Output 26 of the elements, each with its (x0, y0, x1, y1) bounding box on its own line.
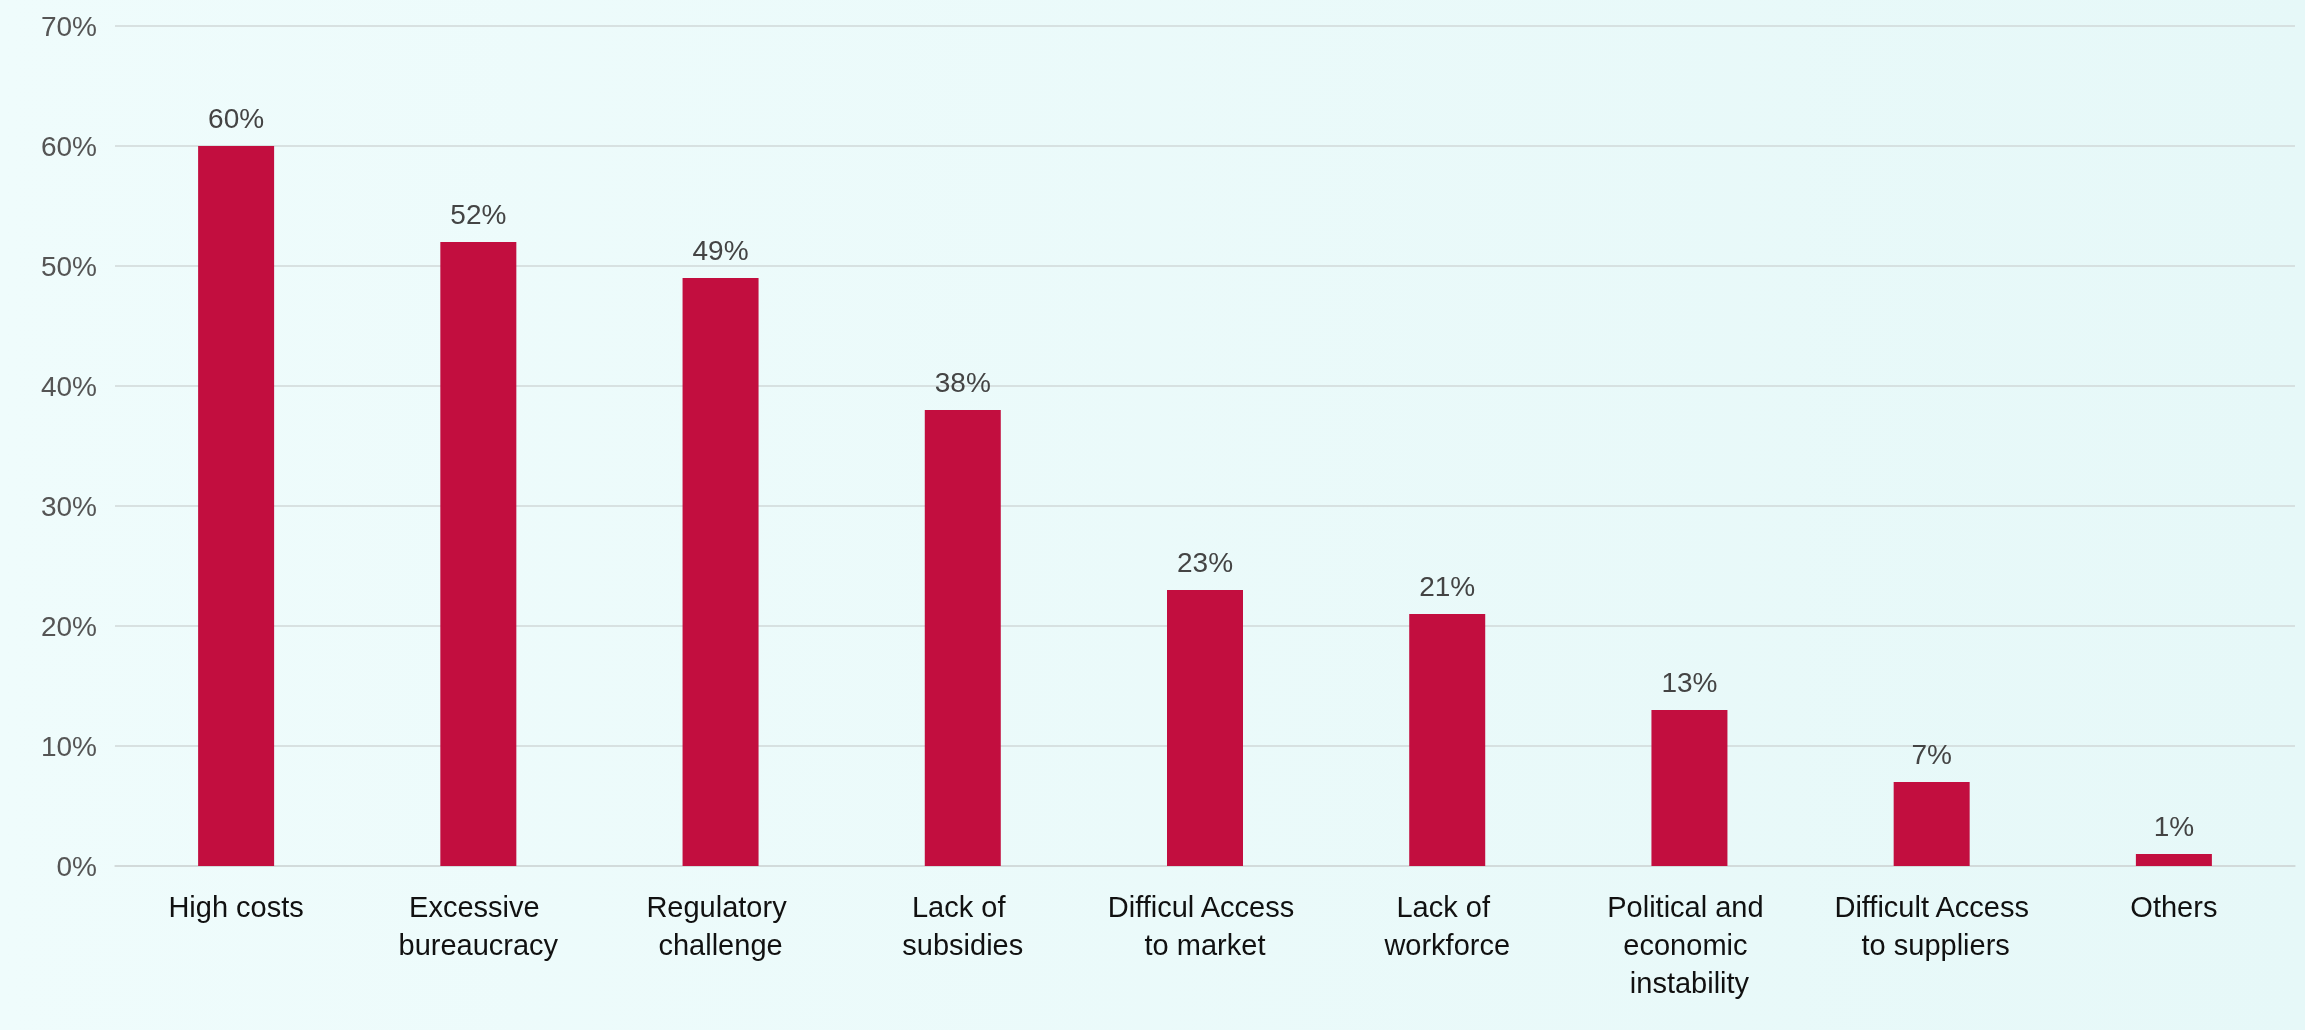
data-label: 49% (692, 234, 749, 266)
x-tick-label: Lack of subsidies (902, 891, 1024, 961)
x-tick-label: Difficul Access to market (1107, 891, 1303, 961)
y-tick-label: 50% (40, 250, 97, 282)
data-label: 38% (934, 366, 991, 398)
y-tick-label: 60% (40, 130, 97, 162)
x-tick-label: High costs (168, 891, 304, 923)
y-tick-label: 20% (40, 610, 97, 642)
data-label: 60% (208, 102, 265, 134)
y-tick-label: 40% (40, 370, 97, 402)
data-label: 21% (1419, 570, 1476, 602)
data-label: 13% (1661, 666, 1718, 698)
data-label: 1% (2153, 810, 2195, 842)
x-tick-label: Political and economic instability (1607, 891, 1772, 999)
y-tick-label: 70% (40, 10, 97, 42)
y-tick-label: 30% (40, 490, 97, 522)
y-tick-label: 10% (40, 730, 97, 762)
x-tick-label: Lack of workforce (1383, 891, 1511, 961)
x-tick-label: Excessive bureaucracy (398, 891, 559, 961)
data-label: 7% (1911, 738, 1952, 770)
x-tick-label: Others (2130, 891, 2218, 923)
data-label: 52% (450, 198, 507, 230)
y-tick-label: 0% (56, 850, 97, 882)
data-label: 23% (1176, 546, 1234, 578)
x-tick-label: Regulatory challenge (646, 891, 795, 961)
x-tick-label: Difficult Access to suppliers (1834, 891, 2029, 961)
